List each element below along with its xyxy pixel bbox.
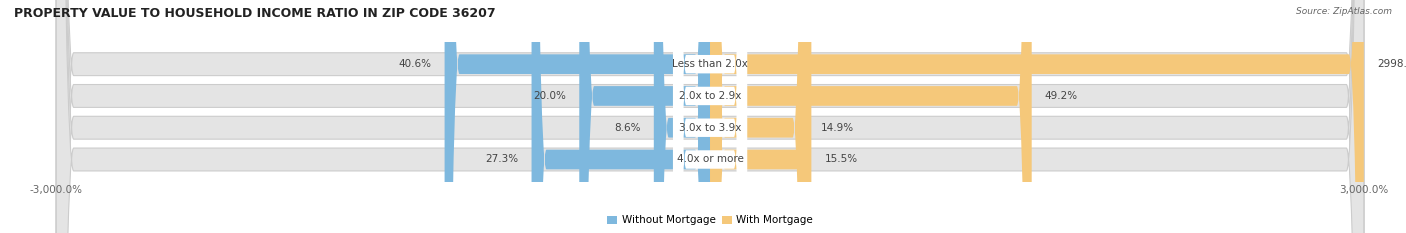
Text: 40.6%: 40.6%	[398, 59, 432, 69]
FancyBboxPatch shape	[444, 0, 710, 233]
FancyBboxPatch shape	[710, 0, 807, 233]
FancyBboxPatch shape	[673, 0, 747, 233]
FancyBboxPatch shape	[56, 0, 1364, 233]
FancyBboxPatch shape	[710, 0, 811, 233]
Text: 49.2%: 49.2%	[1045, 91, 1078, 101]
Text: 4.0x or more: 4.0x or more	[676, 154, 744, 164]
Legend: Without Mortgage, With Mortgage: Without Mortgage, With Mortgage	[603, 211, 817, 230]
FancyBboxPatch shape	[710, 0, 1032, 233]
Text: Less than 2.0x: Less than 2.0x	[672, 59, 748, 69]
FancyBboxPatch shape	[56, 0, 1364, 233]
FancyBboxPatch shape	[673, 0, 747, 233]
FancyBboxPatch shape	[673, 0, 747, 233]
Text: 3.0x to 3.9x: 3.0x to 3.9x	[679, 123, 741, 133]
FancyBboxPatch shape	[56, 0, 1364, 233]
Text: 15.5%: 15.5%	[824, 154, 858, 164]
FancyBboxPatch shape	[579, 0, 710, 233]
Text: 27.3%: 27.3%	[485, 154, 519, 164]
Text: 8.6%: 8.6%	[614, 123, 641, 133]
FancyBboxPatch shape	[654, 0, 710, 233]
Text: Source: ZipAtlas.com: Source: ZipAtlas.com	[1296, 7, 1392, 16]
FancyBboxPatch shape	[531, 0, 710, 233]
Text: 14.9%: 14.9%	[821, 123, 853, 133]
FancyBboxPatch shape	[673, 0, 747, 233]
Text: 20.0%: 20.0%	[533, 91, 567, 101]
FancyBboxPatch shape	[56, 0, 1364, 233]
Text: 2.0x to 2.9x: 2.0x to 2.9x	[679, 91, 741, 101]
Text: 2998.4%: 2998.4%	[1376, 59, 1406, 69]
FancyBboxPatch shape	[710, 0, 1364, 233]
Text: PROPERTY VALUE TO HOUSEHOLD INCOME RATIO IN ZIP CODE 36207: PROPERTY VALUE TO HOUSEHOLD INCOME RATIO…	[14, 7, 496, 20]
